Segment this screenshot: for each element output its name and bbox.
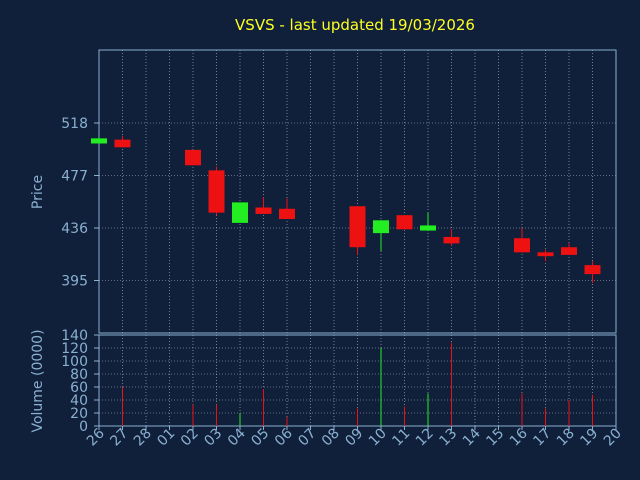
candle-body bbox=[208, 170, 225, 213]
volume-tick-label: 140 bbox=[61, 328, 88, 344]
x-tick-label: 27 bbox=[107, 426, 131, 450]
volume-tick-label: 120 bbox=[61, 341, 88, 357]
x-tick-label: 18 bbox=[554, 426, 578, 450]
x-axis-ticks: 26 27 28 01 02 03 04 05 06 07 08 09 10 11 12 13 14 15 16 17… bbox=[84, 425, 625, 449]
x-tick-label: 14 bbox=[460, 425, 484, 449]
volume-tick-label: 20 bbox=[70, 406, 88, 422]
candle-body bbox=[514, 238, 530, 253]
volume-tick-label: 100 bbox=[61, 354, 88, 370]
x-tick-label: 01 bbox=[154, 426, 178, 450]
price-tick-label: 436 bbox=[61, 221, 88, 237]
candle-body bbox=[537, 252, 554, 257]
price-axis-label: Price bbox=[30, 175, 46, 209]
x-tick-label: 16 bbox=[507, 425, 531, 449]
candle-body bbox=[114, 139, 131, 148]
x-tick-label: 11 bbox=[389, 426, 413, 450]
candle-body bbox=[584, 265, 601, 275]
candle-body bbox=[255, 207, 272, 214]
price-frame bbox=[98, 49, 617, 334]
x-tick-label: 07 bbox=[295, 426, 319, 450]
volume-tick-label: 60 bbox=[70, 380, 88, 396]
x-tick-label: 09 bbox=[342, 426, 366, 450]
x-tick-label: 03 bbox=[201, 426, 225, 450]
candle-body bbox=[561, 247, 577, 255]
candle-body bbox=[91, 138, 107, 144]
candle-body bbox=[279, 208, 295, 220]
candle-body bbox=[185, 149, 201, 166]
candle-body bbox=[420, 225, 436, 231]
x-tick-label: 02 bbox=[178, 426, 202, 450]
volume-tick-label: 80 bbox=[70, 367, 88, 383]
x-tick-label: 17 bbox=[530, 426, 554, 450]
candle-body bbox=[232, 202, 248, 223]
x-tick-label: 08 bbox=[319, 426, 343, 450]
candle-body bbox=[373, 220, 389, 234]
day-axis-label: Day bbox=[334, 460, 362, 476]
x-tick-label: 13 bbox=[436, 426, 460, 450]
x-tick-label: 12 bbox=[413, 426, 437, 450]
volume-axis-label: Volume (0000) bbox=[30, 329, 46, 432]
volume-tick-label: 40 bbox=[70, 393, 88, 409]
price-tick-label: 518 bbox=[61, 116, 88, 132]
x-tick-label: 10 bbox=[366, 426, 390, 450]
x-tick-label: 28 bbox=[131, 426, 155, 450]
volume-tick-label: 0 bbox=[79, 419, 88, 435]
price-tick-label: 477 bbox=[61, 168, 88, 184]
candle-body bbox=[349, 206, 366, 248]
x-tick-label: 04 bbox=[225, 425, 249, 449]
price-panel: 395 436 477 518 bbox=[61, 49, 617, 334]
x-tick-label: 06 bbox=[272, 425, 296, 449]
candle-body bbox=[396, 215, 413, 230]
chart-title: VSVS - last updated 19/03/2026 bbox=[235, 16, 475, 34]
x-tick-label: 19 bbox=[577, 426, 601, 450]
candle-body bbox=[443, 236, 460, 244]
x-tick-label: 15 bbox=[483, 426, 507, 450]
x-tick-label: 05 bbox=[248, 426, 272, 450]
price-tick-label: 395 bbox=[61, 273, 88, 289]
x-tick-label: 20 bbox=[601, 426, 625, 450]
